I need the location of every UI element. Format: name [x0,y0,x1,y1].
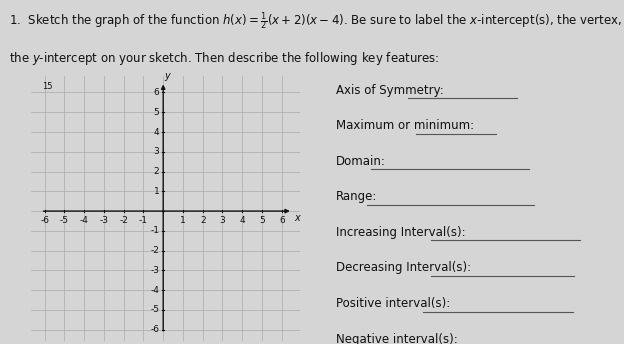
Text: y: y [165,71,170,80]
Text: -5: -5 [150,305,159,314]
Text: 1: 1 [180,216,186,225]
Text: -2: -2 [119,216,128,225]
Text: 5: 5 [259,216,265,225]
Text: -3: -3 [150,266,159,275]
Text: -4: -4 [150,286,159,295]
Text: Domain:: Domain: [336,155,386,168]
Text: 6: 6 [279,216,285,225]
Text: 15: 15 [42,82,52,90]
Text: 5: 5 [154,108,159,117]
Text: 6: 6 [154,88,159,97]
Text: -2: -2 [150,246,159,255]
Text: Negative interval(s):: Negative interval(s): [336,333,457,344]
Text: 2: 2 [200,216,205,225]
Text: -1: -1 [150,226,159,235]
Text: 3: 3 [220,216,225,225]
Text: 1.  Sketch the graph of the function $h(x) = \frac{1}{2}(x+2)(x-4)$. Be sure to : 1. Sketch the graph of the function $h(x… [9,10,624,32]
Text: 3: 3 [154,147,159,156]
Text: -5: -5 [60,216,69,225]
Text: 4: 4 [154,128,159,137]
Text: -6: -6 [150,325,159,334]
Text: -4: -4 [80,216,89,225]
Text: Maximum or minimum:: Maximum or minimum: [336,119,474,132]
Text: 2: 2 [154,167,159,176]
Text: Decreasing Interval(s):: Decreasing Interval(s): [336,261,471,275]
Text: -6: -6 [40,216,49,225]
Text: Range:: Range: [336,190,378,203]
Text: the $y$-intercept on your sketch. Then describe the following key features:: the $y$-intercept on your sketch. Then d… [9,50,440,67]
Text: -1: -1 [139,216,148,225]
Text: x: x [294,213,300,223]
Text: -3: -3 [99,216,109,225]
Text: Increasing Interval(s):: Increasing Interval(s): [336,226,466,239]
Text: Axis of Symmetry:: Axis of Symmetry: [336,84,444,97]
Text: 4: 4 [240,216,245,225]
Text: 1: 1 [154,187,159,196]
Text: Positive interval(s):: Positive interval(s): [336,297,450,310]
